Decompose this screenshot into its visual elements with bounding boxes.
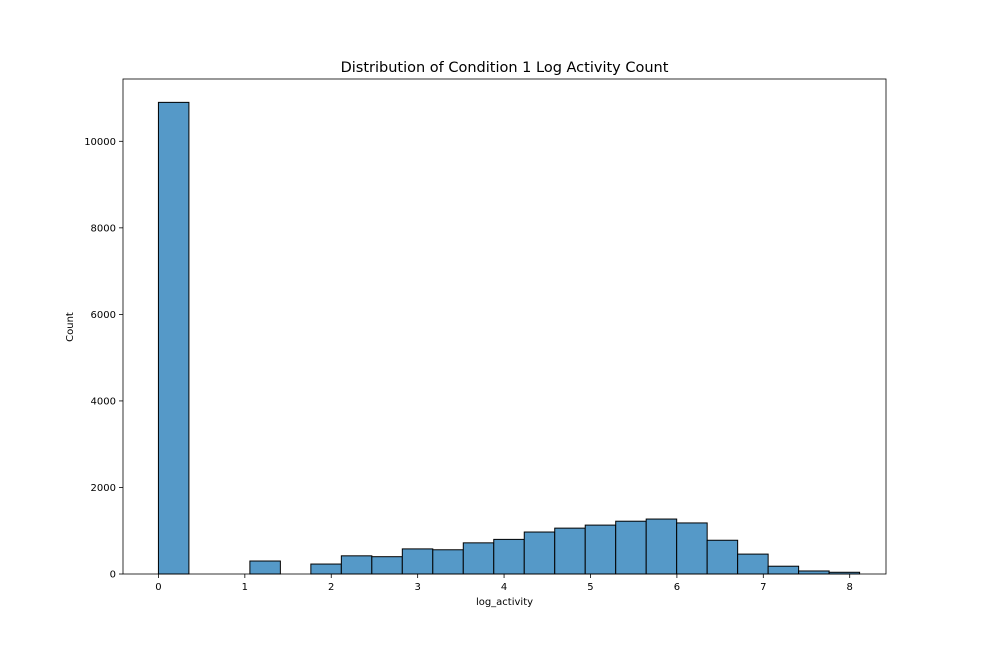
histogram-bar (706, 539, 739, 575)
x-tick-label: 3 (414, 582, 420, 593)
histogram-bar (554, 527, 586, 575)
bars-layer (157, 101, 861, 575)
x-axis-label: log_activity (476, 597, 533, 608)
y-tick-label: 4000 (91, 396, 116, 407)
histogram-bar (432, 549, 464, 575)
histogram-bar (615, 520, 647, 575)
x-tick-label: 8 (847, 582, 853, 593)
x-tick-label: 1 (242, 582, 248, 593)
x-tick-label: 4 (501, 582, 507, 593)
x-tick-label: 0 (155, 582, 161, 593)
y-tick-label: 6000 (91, 310, 116, 321)
axes-layer: 0 1 2 3 4 5 6 7 8 0 2000 4000 6000 8000 10000 (84, 78, 887, 593)
histogram-bar (737, 553, 769, 575)
y-tick-label: 2000 (91, 483, 116, 494)
histogram-bar (340, 555, 373, 575)
chart-title: Distribution of Condition 1 Log Activity… (341, 60, 669, 76)
plot-frame (122, 78, 887, 575)
histogram-bar (401, 548, 434, 575)
histogram-bar (798, 570, 830, 575)
y-tick-label: 0 (110, 570, 116, 581)
histogram-bar (249, 560, 281, 575)
x-tick-label: 7 (760, 582, 766, 593)
histogram-bar (584, 524, 617, 575)
histogram-bar (767, 565, 800, 575)
histogram-bar (523, 531, 556, 575)
histogram-bar (462, 542, 495, 575)
y-tick-label: 8000 (91, 223, 116, 234)
histogram-bar (157, 101, 190, 575)
histogram-bar (676, 522, 708, 575)
histogram-bar (645, 518, 678, 575)
x-tick-label: 2 (328, 582, 334, 593)
histogram-bar (493, 538, 525, 575)
y-axis-label: Count (65, 312, 76, 342)
y-tick-label: 10000 (84, 137, 116, 148)
histogram-bar (310, 563, 342, 575)
histogram-bar (371, 556, 403, 575)
x-tick-label: 5 (587, 582, 593, 593)
x-tick-label: 6 (674, 582, 680, 593)
